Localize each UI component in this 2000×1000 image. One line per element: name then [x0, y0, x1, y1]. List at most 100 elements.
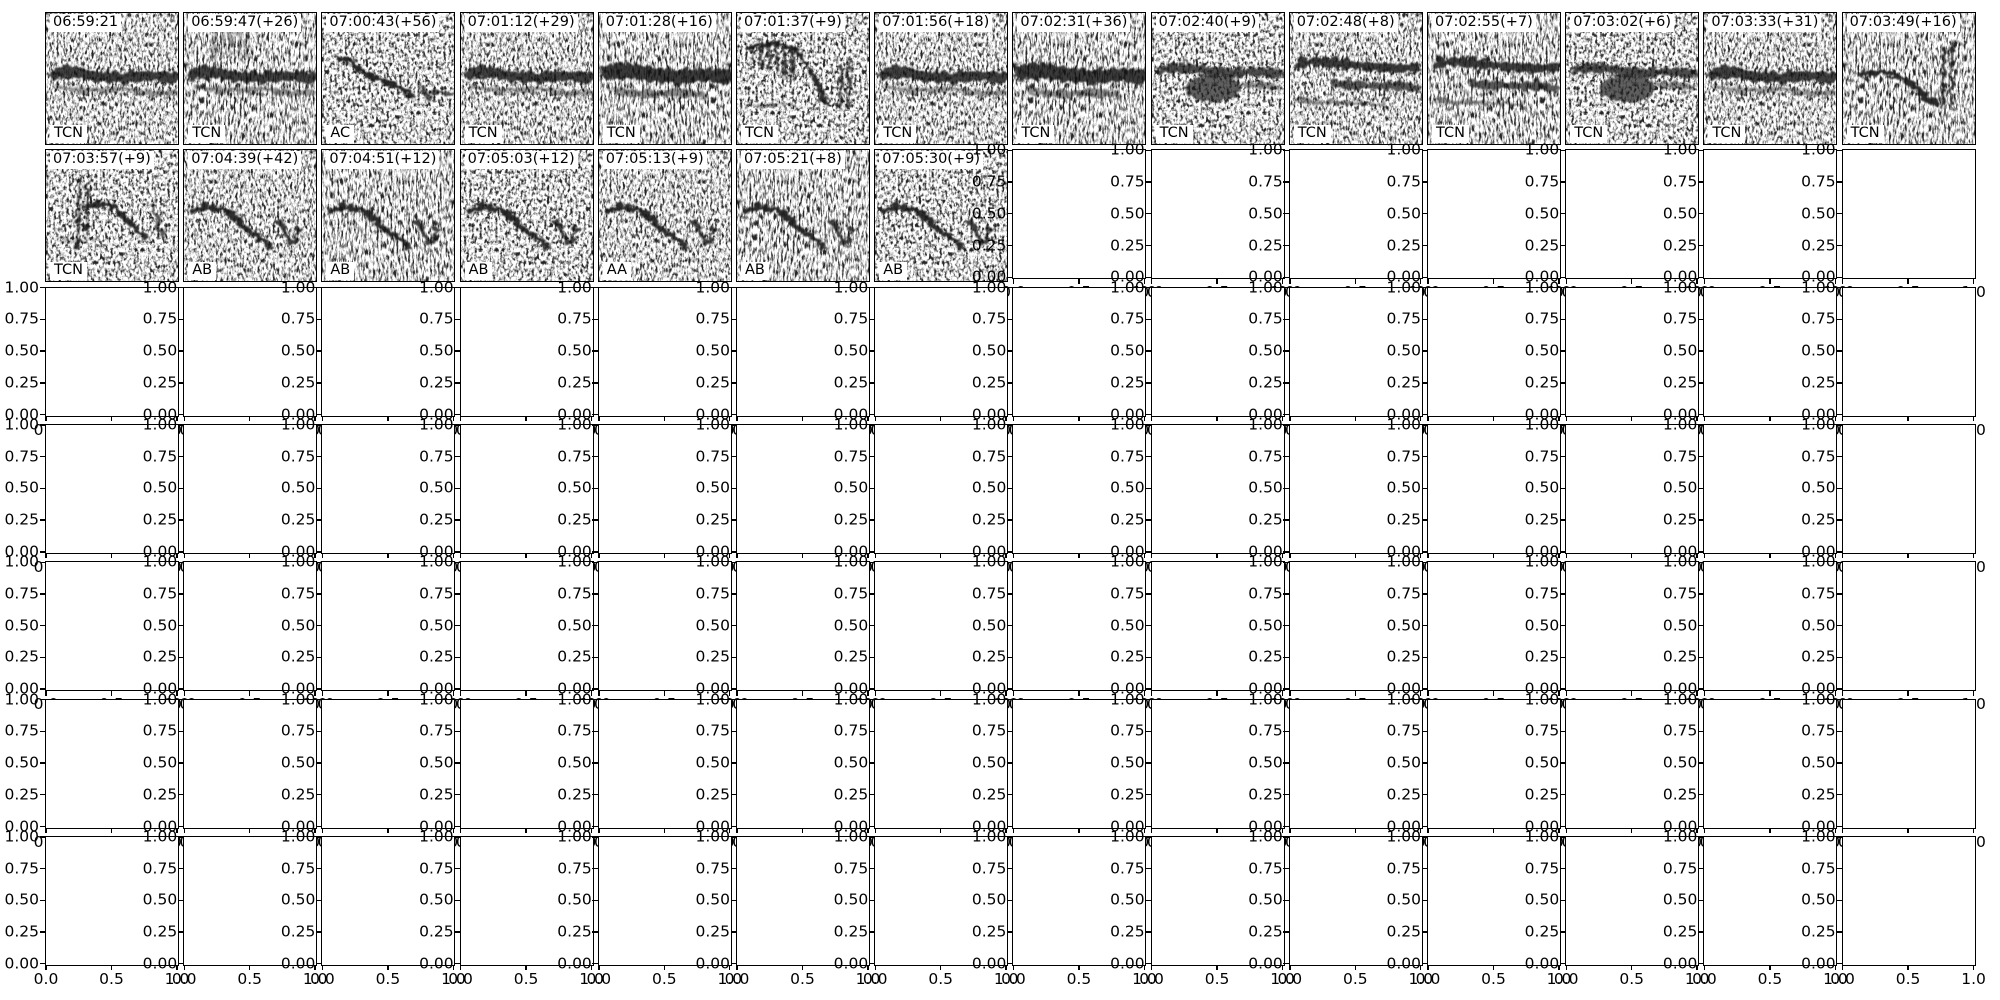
y-tick [1006, 825, 1014, 828]
y-tick-label: 0.25 [833, 647, 869, 666]
x-tick-label: 0.5 [237, 969, 263, 988]
x-tick [1769, 552, 1771, 559]
y-tick-label: 0.75 [1524, 584, 1560, 603]
x-tick [1012, 278, 1015, 284]
y-tick [177, 551, 185, 553]
spectrogram-timestamp: 07:02:55(+7) [1432, 14, 1536, 32]
y-tick [1697, 213, 1705, 215]
y-tick [1559, 350, 1567, 352]
y-tick-label: 0.25 [4, 647, 39, 666]
y-tick [1559, 286, 1567, 289]
y-tick-label: 0.25 [142, 922, 178, 941]
y-tick-label: 1.00 [419, 277, 454, 296]
x-tick [1558, 552, 1560, 559]
y-tick [868, 424, 876, 426]
y-tick-label: 1.00 [1524, 552, 1560, 571]
y-tick [454, 624, 461, 627]
y-tick [454, 286, 461, 289]
x-tick [1012, 964, 1015, 971]
y-tick-label: 0.50 [1524, 204, 1560, 223]
y-tick [1836, 624, 1843, 627]
y-tick-label: 0.25 [1386, 785, 1421, 803]
y-tick-label: 0.75 [833, 446, 869, 465]
y-tick-label: 0.00 [4, 816, 39, 835]
y-tick-label: 0.50 [1110, 615, 1145, 634]
y-tick [177, 286, 185, 289]
y-tick-label: 1.00 [1801, 552, 1836, 571]
x-tick [1216, 278, 1218, 284]
y-tick [1006, 286, 1014, 289]
x-tick-label: 0.0 [586, 969, 612, 988]
x-tick [867, 690, 869, 696]
x-tick [1427, 552, 1429, 559]
spectrogram-image [1428, 13, 1560, 144]
y-tick-label: 0.75 [1248, 446, 1283, 465]
spectrogram-class-label: TCN [1570, 125, 1608, 143]
x-tick [590, 964, 593, 971]
x-tick-label: 0.0 [1692, 969, 1717, 988]
spectrogram-image [46, 13, 178, 144]
x-tick [1150, 278, 1153, 284]
y-tick [1836, 899, 1843, 901]
y-tick-label: 0.25 [695, 647, 730, 666]
y-tick-label: 0.75 [142, 721, 178, 740]
y-tick [1283, 286, 1290, 289]
y-tick [592, 931, 599, 933]
x-tick-label: 0.0 [1277, 969, 1303, 988]
y-tick [868, 867, 876, 870]
x-tick [939, 415, 942, 422]
x-tick [1565, 552, 1567, 559]
y-tick-label: 1.00 [1386, 415, 1421, 434]
x-tick [1492, 964, 1495, 971]
x-tick [321, 552, 324, 559]
y-tick [39, 455, 46, 458]
y-tick-label: 0.75 [1386, 584, 1421, 603]
y-tick [1836, 656, 1843, 659]
y-tick [315, 561, 323, 563]
y-tick [1421, 149, 1428, 151]
y-tick [1697, 931, 1705, 933]
y-tick [1145, 487, 1152, 490]
y-tick [1283, 519, 1290, 521]
y-tick [315, 624, 323, 627]
y-tick [39, 561, 46, 563]
x-tick [1289, 964, 1291, 971]
y-tick-label: 0.75 [4, 721, 39, 740]
spectrogram-cell: 07:02:40(+9) TCN [1150, 12, 1285, 145]
x-tick [1005, 690, 1007, 696]
y-tick [1421, 762, 1428, 764]
y-tick-label: 0.25 [1662, 510, 1698, 529]
y-tick [1006, 963, 1014, 965]
y-tick-label: 0.50 [1110, 341, 1145, 360]
x-tick [590, 827, 593, 833]
y-tick [730, 519, 737, 521]
x-tick-label: 0.5 [99, 969, 124, 988]
y-tick-label: 0.25 [4, 922, 39, 941]
y-tick-label: 0.75 [971, 858, 1007, 877]
y-tick [1421, 181, 1428, 183]
y-tick [1559, 867, 1567, 870]
y-tick [868, 794, 876, 796]
y-tick [1697, 963, 1705, 965]
y-tick [1145, 698, 1152, 701]
y-tick [39, 413, 46, 416]
y-tick [1421, 244, 1428, 247]
y-tick [454, 519, 461, 521]
y-tick-label: 0.75 [971, 721, 1007, 740]
y-tick [730, 413, 737, 416]
x-tick [1769, 415, 1771, 422]
x-tick [1281, 415, 1284, 422]
x-tick [874, 827, 876, 833]
y-tick-label: 0.25 [142, 373, 178, 392]
x-tick [1492, 827, 1495, 833]
y-tick-label: 1.00 [1248, 827, 1283, 846]
y-tick [592, 487, 599, 490]
y-tick-label: 0.25 [1110, 235, 1145, 254]
y-tick [730, 762, 737, 764]
x-tick [1696, 827, 1698, 833]
y-tick-label: 0.50 [1248, 478, 1283, 497]
x-tick [1289, 415, 1291, 422]
y-tick-label: 0.50 [833, 753, 869, 772]
